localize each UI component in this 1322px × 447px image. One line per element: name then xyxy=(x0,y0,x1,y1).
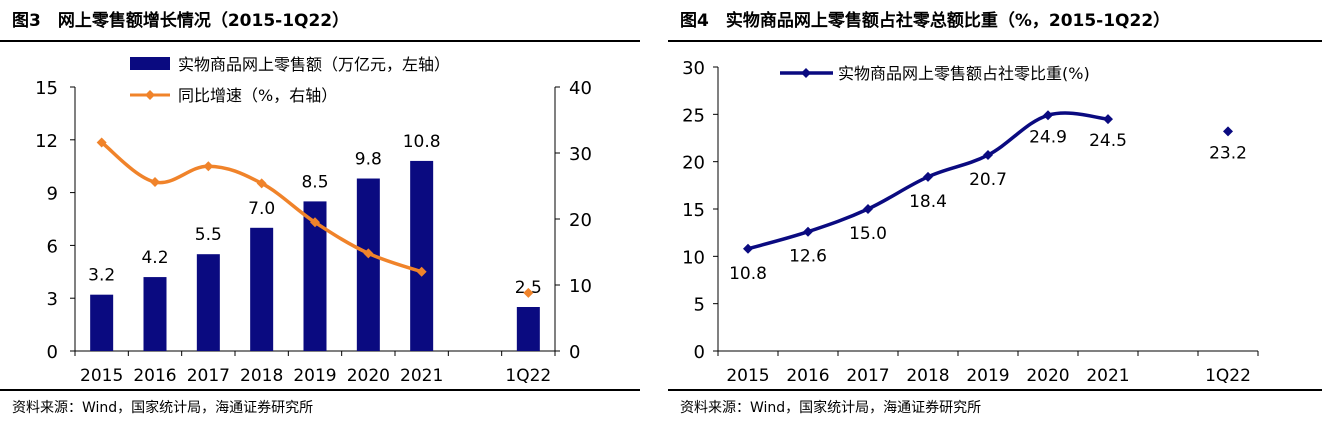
left-tick-label: 6 xyxy=(47,236,58,257)
legend-swatch-bar xyxy=(130,57,170,70)
right-tick-label: 0 xyxy=(569,342,580,363)
panel-title: 图3 网上零售额增长情况（2015-1Q22） xyxy=(12,11,350,31)
left-tick-label: 0 xyxy=(47,342,58,363)
y-tick-label: 30 xyxy=(682,58,705,79)
x-tick-label: 2021 xyxy=(1086,366,1129,386)
bar-data-label: 4.2 xyxy=(141,248,168,268)
x-tick-label: 2020 xyxy=(1026,366,1069,386)
title-rule xyxy=(668,40,1322,42)
x-tick-label: 1Q22 xyxy=(505,366,551,386)
y-tick-label: 15 xyxy=(682,200,705,221)
y-tick-label: 10 xyxy=(682,247,705,268)
share-data-label: 18.4 xyxy=(909,192,947,212)
legend-label: 同比增速（%，右轴） xyxy=(178,86,337,105)
panel-title: 图4 实物商品网上零售额占社零总额比重（%，2015-1Q22） xyxy=(680,11,1171,31)
left-tick-label: 9 xyxy=(47,184,58,205)
y-tick-label: 20 xyxy=(682,153,705,174)
bar-data-label: 5.5 xyxy=(195,225,222,245)
bar xyxy=(196,254,220,351)
chart-panel-online-retail: 图3 网上零售额增长情况（2015-1Q22） 0 3 6 9 12 15 0 10 20 30 4… xyxy=(0,0,640,447)
share-data-label: 15.0 xyxy=(849,224,887,244)
x-tick-label: 2017 xyxy=(187,366,230,386)
bar xyxy=(90,294,114,351)
growth-point xyxy=(310,217,320,228)
right-tick-label: 20 xyxy=(569,210,592,231)
right-tick-label: 40 xyxy=(569,78,592,99)
share-point xyxy=(803,226,813,237)
x-tick-label: 2018 xyxy=(906,366,949,386)
legend-label: 实物商品网上零售额占社零比重(%) xyxy=(838,64,1090,83)
x-tick-label: 2015 xyxy=(726,366,769,386)
bar-line-chart: 0 3 6 9 12 15 0 10 20 30 40 2015 2016 2017 2018 2019 202… xyxy=(35,55,592,386)
growth-point xyxy=(150,177,160,188)
legend-label: 实物商品网上零售额（万亿元，左轴） xyxy=(178,55,450,74)
bar xyxy=(303,201,327,351)
y-tick-label: 25 xyxy=(682,105,705,126)
x-tick-label: 2016 xyxy=(786,366,829,386)
growth-point xyxy=(203,161,214,172)
x-tick-label: 2016 xyxy=(133,366,176,386)
share-data-label: 23.2 xyxy=(1209,143,1247,163)
source-note: 资料来源：Wind，国家统计局，海通证券研究所 xyxy=(680,400,982,416)
bar xyxy=(143,277,167,351)
share-point xyxy=(1043,110,1053,121)
bar xyxy=(356,178,380,351)
left-tick-label: 3 xyxy=(47,289,58,310)
growth-point xyxy=(96,137,107,148)
share-point xyxy=(983,150,993,161)
bar xyxy=(410,160,434,351)
right-tick-label: 10 xyxy=(569,276,592,297)
x-tick-label: 2018 xyxy=(240,366,283,386)
x-tick-label: 2017 xyxy=(846,366,889,386)
share-point xyxy=(923,171,933,182)
share-data-label: 20.7 xyxy=(969,170,1007,190)
line-chart: 0 5 10 15 20 25 30 2015 2016 2017 2018 2019 2020 2021… xyxy=(682,58,1259,386)
share-data-label: 24.9 xyxy=(1029,127,1067,147)
growth-point xyxy=(363,248,374,259)
growth-point xyxy=(256,178,267,189)
x-tick-label: 2020 xyxy=(347,366,390,386)
x-tick-label: 2015 xyxy=(80,366,123,386)
bar-data-label: 8.5 xyxy=(301,172,328,192)
growth-point xyxy=(416,266,427,277)
title-rule xyxy=(0,40,640,42)
x-tick-label: 1Q22 xyxy=(1205,366,1251,386)
share-data-label: 10.8 xyxy=(729,264,767,284)
x-tick-label: 2021 xyxy=(400,366,443,386)
x-tick-label: 2019 xyxy=(293,366,336,386)
y-tick-label: 5 xyxy=(694,295,705,316)
left-tick-label: 12 xyxy=(35,131,58,152)
source-note: 资料来源：Wind，国家统计局，海通证券研究所 xyxy=(12,400,314,416)
source-rule xyxy=(0,389,640,391)
share-point xyxy=(863,204,873,214)
bar-data-label: 7.0 xyxy=(248,199,275,219)
legend-marker xyxy=(801,68,811,78)
share-data-label: 24.5 xyxy=(1089,131,1127,151)
bar xyxy=(516,307,540,351)
legend-marker xyxy=(145,90,155,100)
left-tick-label: 15 xyxy=(35,78,58,99)
bar-data-label: 9.8 xyxy=(355,150,382,170)
bar xyxy=(250,227,274,351)
share-point xyxy=(743,243,753,254)
share-point xyxy=(1103,114,1113,125)
y-tick-label: 0 xyxy=(694,342,705,363)
growth-point xyxy=(523,287,534,298)
right-tick-label: 30 xyxy=(569,144,592,165)
source-rule xyxy=(668,389,1322,391)
x-tick-label: 2019 xyxy=(966,366,1009,386)
bar-data-label: 3.2 xyxy=(88,266,115,286)
share-data-label: 12.6 xyxy=(789,247,827,267)
bar-data-label: 10.8 xyxy=(403,132,441,152)
chart-panel-share-of-retail: 图4 实物商品网上零售额占社零总额比重（%，2015-1Q22） 0 5 10 15 2… xyxy=(668,0,1322,447)
share-point xyxy=(1223,126,1233,137)
